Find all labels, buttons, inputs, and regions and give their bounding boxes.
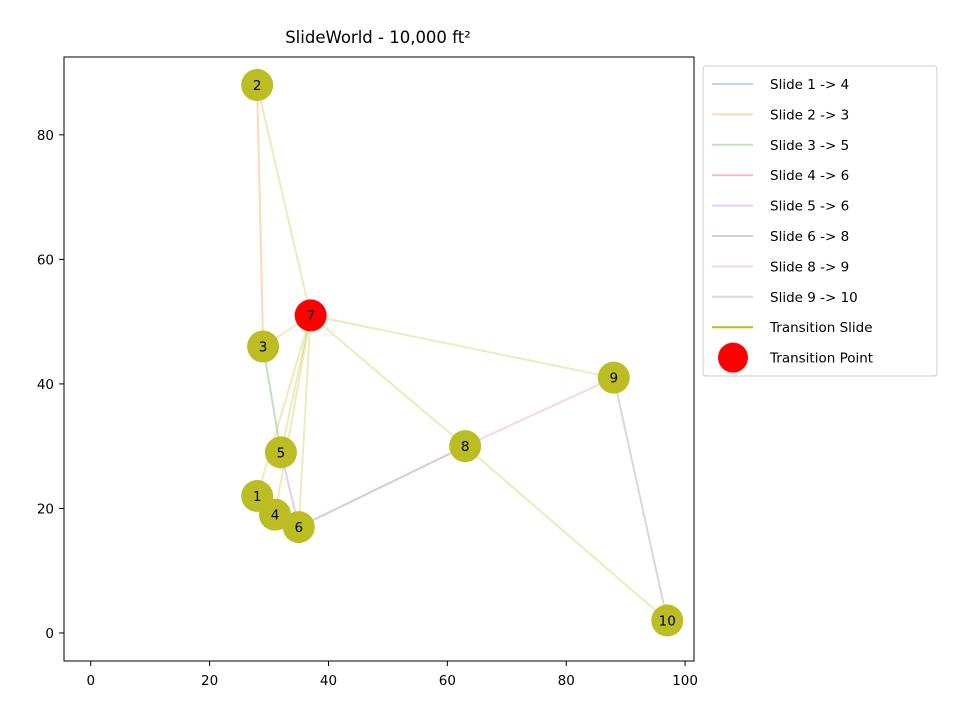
node-label-3: 3 xyxy=(259,340,268,356)
node-point-2 xyxy=(241,69,274,102)
transition-edge-7-1 xyxy=(256,315,312,497)
node-point-5 xyxy=(264,436,297,469)
legend-box xyxy=(702,65,938,377)
node-label-2: 2 xyxy=(253,78,262,94)
x-tick-label-40: 40 xyxy=(320,673,337,689)
legend-label-9: Transition Point xyxy=(769,351,873,367)
y-tick-label-20: 20 xyxy=(37,501,54,517)
slide-edge-2-3 xyxy=(256,84,265,347)
node-label-7: 7 xyxy=(306,308,315,324)
y-tick-label-60: 60 xyxy=(37,252,54,268)
x-tick-label-20: 20 xyxy=(201,673,218,689)
node-label-8: 8 xyxy=(461,439,470,455)
plot-nodes: 1 2 3 4 5 6 7 8 9 10 xyxy=(241,69,684,637)
transition-edge-7-6 xyxy=(297,315,312,528)
node-point-4 xyxy=(258,498,291,531)
node-point-10 xyxy=(651,604,684,637)
transition-edge-7-4 xyxy=(274,315,312,515)
node-point-8 xyxy=(449,430,482,463)
node-label-1: 1 xyxy=(253,489,262,505)
node-point-7 xyxy=(294,299,327,332)
x-tick-label-0: 0 xyxy=(86,673,95,689)
node-label-9: 9 xyxy=(609,371,618,387)
plot-area-frame xyxy=(63,56,695,662)
slide-edge-8-9 xyxy=(464,376,615,448)
node-point-3 xyxy=(247,330,280,363)
node-point-6 xyxy=(282,511,315,544)
y-tick-label-80: 80 xyxy=(37,128,54,144)
y-tick-label-40: 40 xyxy=(37,377,54,393)
legend-swatch-9 xyxy=(718,342,748,373)
node-label-6: 6 xyxy=(294,520,303,536)
chart-title: SlideWorld - 10,000 ft² xyxy=(285,28,471,47)
legend-label-4: Slide 5 -> 6 xyxy=(770,199,849,215)
transition-edge-8-10 xyxy=(464,445,668,622)
legend-label-7: Slide 9 -> 10 xyxy=(770,290,858,306)
node-label-4: 4 xyxy=(271,508,280,524)
transition-edge-7-8 xyxy=(310,314,466,447)
legend-label-6: Slide 8 -> 9 xyxy=(770,259,849,275)
legend-label-2: Slide 3 -> 5 xyxy=(770,138,849,154)
slide-edge-3-5 xyxy=(262,346,282,453)
node-label-10: 10 xyxy=(659,614,676,630)
transition-edge-7-5 xyxy=(279,315,312,453)
x-tick-label-60: 60 xyxy=(439,673,456,689)
slide-edge-6-8 xyxy=(298,445,466,529)
legend-label-0: Slide 1 -> 4 xyxy=(770,77,849,93)
legend-label-3: Slide 4 -> 6 xyxy=(770,168,849,184)
legend-label-8: Transition Slide xyxy=(769,320,873,336)
transition-edge-7-9 xyxy=(310,314,614,379)
slide-edge-9-10 xyxy=(612,377,669,621)
legend-label-1: Slide 2 -> 3 xyxy=(770,107,849,123)
node-label-5: 5 xyxy=(277,445,286,461)
y-tick-label-0: 0 xyxy=(45,626,54,642)
x-tick-label-80: 80 xyxy=(558,673,575,689)
axis-ticks: 0 20 40 60 80 100 0 20 40 60 80 xyxy=(37,128,698,689)
legend: Slide 1 -> 4 Slide 2 -> 3 Slide 3 -> 5 Slid… xyxy=(702,65,938,377)
legend-label-5: Slide 6 -> 8 xyxy=(770,229,849,245)
node-point-9 xyxy=(597,361,630,394)
transition-edge-7-2 xyxy=(256,84,312,316)
x-tick-label-100: 100 xyxy=(672,673,698,689)
